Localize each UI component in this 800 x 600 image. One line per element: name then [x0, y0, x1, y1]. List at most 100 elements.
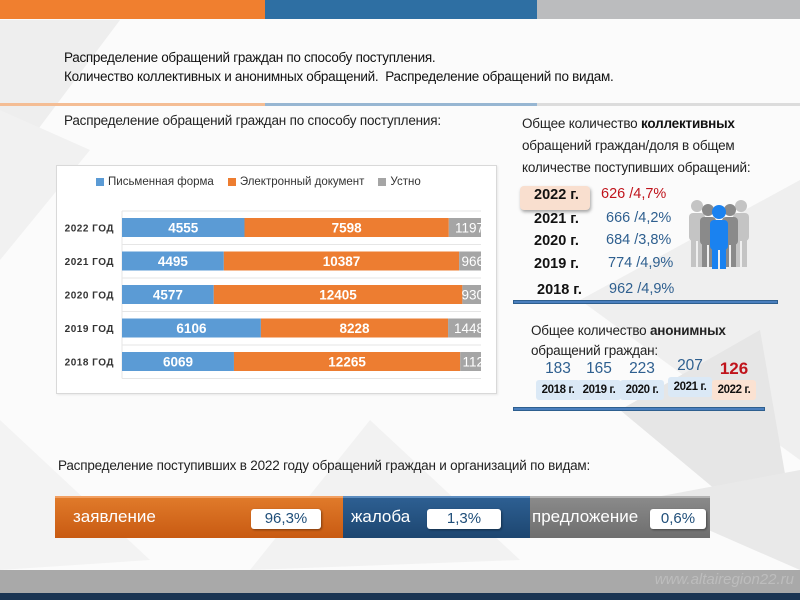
- bar-segment: [213, 285, 463, 304]
- bar-segment: [448, 318, 481, 338]
- anonymous-title: Общее количество анонимных обращений гра…: [531, 321, 726, 361]
- collective-value: 626 /4,7%: [601, 186, 667, 202]
- types-title: Распределение поступивших в 2022 году об…: [58, 458, 591, 473]
- people-group-icon: [689, 200, 749, 269]
- legend-item-oral: Устно: [378, 176, 421, 188]
- type-label: предложение: [532, 507, 639, 526]
- collective-title-bold: коллективных: [641, 116, 735, 131]
- collective-year: 2019 г.: [534, 256, 579, 272]
- bar-segment: [223, 251, 460, 271]
- data-label: 4555: [168, 221, 199, 236]
- stacked-bar-chart: 2022 ГОД 4555 7598 1197 2021 ГОД 4495 10387 966…: [65, 210, 484, 379]
- bar-segment: [459, 251, 481, 271]
- type-segment-complaint: жалоба 1,3%: [343, 496, 530, 538]
- anonymous-year: 2020 г.: [620, 380, 664, 400]
- bar-segment: [462, 285, 481, 304]
- category-label: 2021 ГОД: [65, 257, 114, 268]
- bar-segment: [122, 352, 234, 371]
- collective-year: 2018 г.: [537, 282, 582, 298]
- bar-segment: [122, 251, 224, 271]
- title-line-2: Количество коллективных и анонимных обра…: [64, 69, 614, 84]
- collective-value: 684 /3,8%: [606, 232, 672, 248]
- legend-swatch: [227, 178, 236, 186]
- data-label: 966: [461, 254, 484, 269]
- anonymous-count: 165: [586, 360, 612, 377]
- data-label: 6069: [163, 355, 193, 370]
- data-label: 12405: [319, 288, 357, 303]
- type-percent: 1,3%: [427, 509, 501, 529]
- anonymous-year: 2022 г.: [712, 380, 756, 400]
- anonymous-count: 223: [629, 360, 655, 377]
- data-label: 112: [462, 355, 484, 370]
- collective-underline: [513, 300, 778, 304]
- data-label: 6106: [176, 321, 207, 336]
- chart-subtitle: Распределение обращений граждан по спосо…: [64, 113, 441, 128]
- data-label: 12265: [328, 355, 366, 370]
- data-label: 4577: [153, 288, 183, 303]
- legend-swatch: [96, 178, 104, 186]
- legend-item-electronic: Электронный документ: [227, 176, 365, 188]
- type-label: заявление: [73, 507, 156, 526]
- bar-segment: [233, 352, 461, 371]
- bar-segment: [260, 318, 449, 338]
- anonymous-year: 2021 г.: [668, 377, 712, 397]
- data-label: 7598: [332, 221, 363, 236]
- anonymous-title-prefix: Общее количество: [531, 323, 650, 338]
- legend-label: Электронный документ: [239, 176, 365, 188]
- category-label: 2020 ГОД: [65, 291, 114, 302]
- bar-segment: [122, 318, 261, 338]
- top-bar-blue: [265, 0, 537, 19]
- anonymous-item: 223 2020 г.: [620, 360, 664, 400]
- collective-value: 774 /4,9%: [608, 255, 674, 271]
- type-label: жалоба: [351, 507, 411, 526]
- data-label: 8228: [339, 321, 370, 336]
- data-label: 1448: [454, 321, 484, 336]
- anonymous-count: 207: [677, 357, 703, 374]
- anonymous-title-rest: обращений граждан:: [531, 343, 658, 358]
- legend-label: Письменная форма: [108, 176, 214, 188]
- anonymous-item: 165 2019 г.: [577, 360, 621, 400]
- divider-gray: [537, 103, 800, 106]
- footer-watermark: www.altairegion22.ru: [654, 571, 794, 588]
- collective-title-prefix: Общее количество: [522, 116, 641, 131]
- type-percent: 96,3%: [251, 509, 321, 529]
- bar-segment: [122, 285, 214, 304]
- anonymous-item: 126 2022 г.: [712, 360, 756, 400]
- collective-value: 962 /4,9%: [609, 281, 675, 297]
- bar-segment: [122, 218, 245, 237]
- collective-title: Общее количество коллективных обращений …: [522, 113, 792, 179]
- page-title: Распределение обращений граждан по спосо…: [64, 48, 614, 86]
- chart-legend: Письменная форма Электронный документ Ус…: [96, 176, 421, 188]
- anonymous-year: 2019 г.: [577, 380, 621, 400]
- title-line-1: Распределение обращений граждан по спосо…: [64, 50, 436, 65]
- anonymous-year: 2018 г.: [536, 380, 580, 400]
- category-label: 2022 ГОД: [65, 224, 114, 235]
- anonymous-count: 183: [545, 360, 571, 377]
- legend-label: Устно: [390, 176, 421, 188]
- data-label: 4495: [158, 254, 189, 269]
- top-bar-gray: [537, 0, 800, 19]
- footer-band: [0, 570, 800, 593]
- bar-segment: [448, 218, 481, 237]
- top-bar-orange: [0, 0, 265, 19]
- collective-year: 2021 г.: [534, 211, 579, 227]
- collective-year: 2020 г.: [534, 233, 579, 249]
- bar-segment: [460, 352, 481, 371]
- divider-orange: [0, 103, 265, 106]
- type-percent: 0,6%: [650, 509, 706, 529]
- anonymous-item: 183 2018 г.: [536, 360, 580, 400]
- data-label: 1197: [455, 221, 484, 236]
- data-label: 930: [461, 288, 484, 303]
- legend-item-written: Письменная форма: [96, 176, 214, 188]
- type-segment-statement: заявление 96,3%: [55, 496, 343, 538]
- category-label: 2018 ГОД: [65, 358, 114, 369]
- data-label: 10387: [323, 254, 361, 269]
- divider-blue: [265, 103, 537, 106]
- anonymous-count: 126: [719, 359, 749, 378]
- type-segment-proposal: предложение 0,6%: [530, 496, 710, 538]
- collective-value: 666 /4,2%: [606, 210, 672, 226]
- collective-title-rest: обращений граждан/доля в общем количеств…: [522, 138, 751, 175]
- bar-segment: [244, 218, 449, 237]
- anonymous-underline: [513, 407, 765, 411]
- category-label: 2019 ГОД: [65, 324, 114, 335]
